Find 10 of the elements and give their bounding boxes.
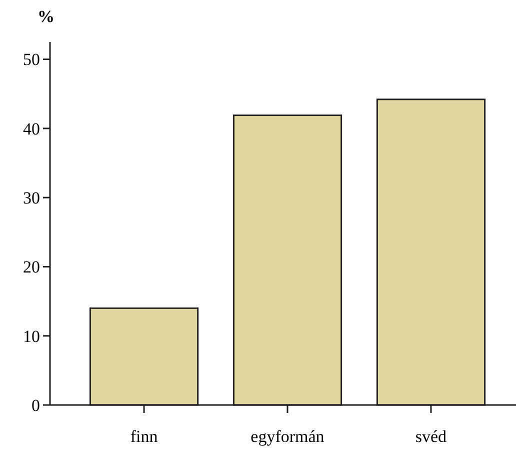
x-tick-label: svéd bbox=[415, 427, 448, 446]
x-tick-label: finn bbox=[130, 427, 158, 446]
y-tick-label: 30 bbox=[23, 188, 40, 208]
y-tick-label: 10 bbox=[23, 326, 40, 346]
x-tick-label: egyformán bbox=[250, 427, 325, 446]
y-tick-label: 0 bbox=[32, 396, 40, 415]
y-tick-label: 50 bbox=[23, 50, 40, 70]
y-tick-label: 20 bbox=[23, 258, 40, 277]
y-tick-label: 40 bbox=[23, 119, 40, 138]
y-axis-title: % bbox=[38, 7, 54, 26]
